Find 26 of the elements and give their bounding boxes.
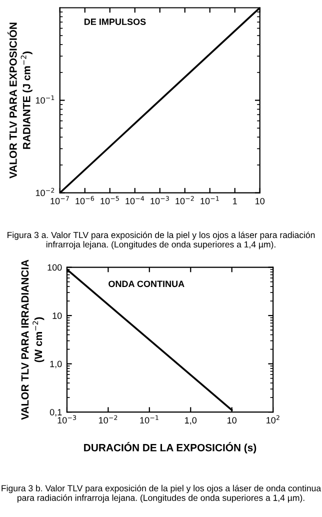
y-tick-label: 1,0 [50,360,62,368]
x-tick-label: 10$^{−1}$ [140,415,158,424]
text: Figura 3 a. Valor TLV para exposición de la piel y los ojos a láser para radiación infrarroja lejana. (Longitudes de onda superiores a 1,4 µm). [8,232,315,250]
x-tick-label: 10$^{−7}$ [50,196,69,204]
x-axis-title: DURACIÓN DE LA EXPOSICIÓN (s) [84,442,256,454]
x-tick-label: 10 [228,417,237,424]
y-tick-label: 10 [52,312,62,319]
x-tick-label: 10$^{−6}$ [76,196,94,204]
x-tick-label: 10 [256,198,265,204]
x-tick-label: 10$^{−4}$ [126,196,144,204]
x-tick-label: 10$^{−3}$ [58,415,76,424]
x-tick-label: 10$^{2}$ [266,415,280,424]
x-tick-label: 10$^{−1}$ [200,196,219,204]
y-axis-title: VALOR TLV PARA EXPOSICIÓN RADIANTE (J cm$^{−2}$) [8,22,32,178]
x-tick-label: 10$^{−2}$ [98,415,118,424]
x-tick-label: 1 [233,198,237,204]
y-axis-title: VALOR TLV PARA IRRADIANCIA (W cm$^{−2}$) [21,260,44,420]
annotation: DE IMPULSOS [84,18,146,25]
y-tick-label: 0,1 [50,409,62,416]
y-tick-label: 100 [48,264,62,271]
x-tick-label: 10$^{−3}$ [150,196,169,204]
annotation: ONDA CONTINUA [108,280,184,288]
text: Figura 3 b. Valor TLV para exposición de la piel y los ojos a láser de onda continua para radiación infrarroja lejana. (Longitudes de onda superiores a 1,4 µm). [2,484,322,503]
x-tick-label: 1,0 [185,417,197,425]
x-tick-label: 10$^{−2}$ [176,196,194,204]
x-tick-label: 10$^{−5}$ [100,196,119,204]
